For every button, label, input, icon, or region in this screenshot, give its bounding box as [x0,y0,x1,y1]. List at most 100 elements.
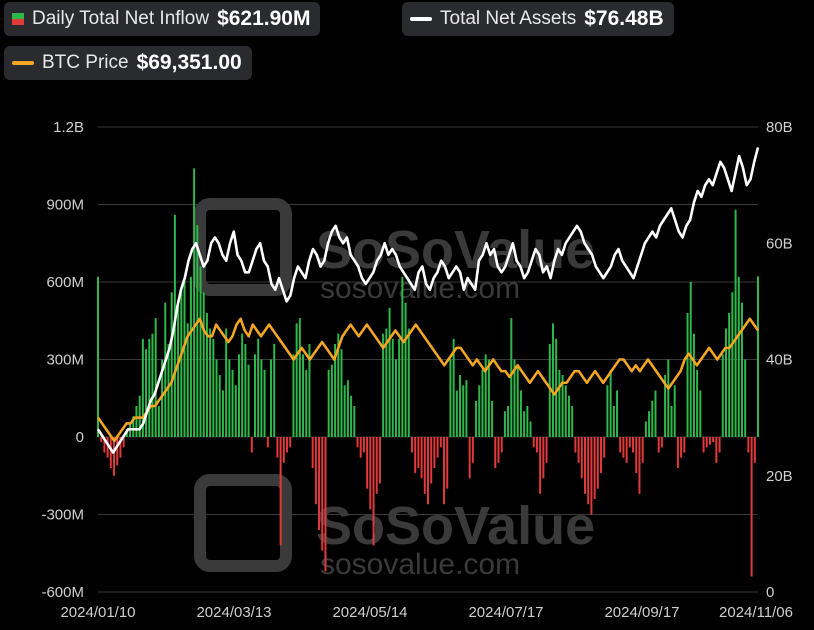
inflow-bar [587,437,590,505]
inflow-bar [430,437,433,484]
inflow-bar [574,437,577,453]
watermark-logo-bottom [194,474,292,572]
inflow-bar [721,354,724,437]
inflow-bar [686,313,689,437]
inflow-bars [97,168,759,577]
inflow-positive-swatch [12,13,24,19]
inflow-bar [571,406,574,437]
inflow-bar [635,437,638,474]
inflow-bar [564,385,567,437]
legend-inflow[interactable]: Daily Total Net Inflow $621.90M [4,2,321,36]
inflow-bar [708,437,711,445]
inflow-bar [154,318,157,437]
inflow-bar [279,437,282,546]
legend-assets-label: Total Net Assets [440,8,577,29]
inflow-bar [443,437,446,505]
inflow-bar [109,437,112,468]
inflow-bar [289,437,292,448]
inflow-bar [478,385,481,437]
inflow-bar [177,302,180,437]
inflow-bar [497,437,500,463]
inflow-bar [705,437,708,448]
inflow-bar [481,369,484,437]
inflow-bar [660,437,663,448]
y-left-tick: 1.2B [53,119,84,136]
inflow-bar [196,225,199,437]
inflow-bar [500,437,503,453]
btc-price-line [96,317,760,443]
inflow-bar [308,344,311,437]
inflow-bar [699,390,702,437]
watermark-bottom: SoSoValue sosovalue.com [194,474,595,581]
inflow-bar [209,328,212,437]
inflow-color-icon [12,13,24,25]
inflow-bar [433,437,436,468]
inflow-bar [343,385,346,437]
inflow-bar [116,437,119,466]
inflow-bar [651,400,654,437]
inflow-bar [667,359,670,437]
inflow-bar [619,437,622,453]
inflow-bar [266,437,269,448]
inflow-bar [529,421,532,437]
legend-inflow-value: $621.90M [217,7,311,30]
inflow-bar [382,333,385,437]
inflow-bar [744,359,747,437]
legend-btc[interactable]: BTC Price $69,351.00 [4,46,252,80]
inflow-bar [609,369,612,437]
inflow-bar [327,369,330,437]
inflow-bar [757,276,759,437]
y-right-tick: 40B [766,352,793,369]
inflow-bar [292,354,295,437]
y-left-tick: 0 [76,429,84,446]
inflow-bar [106,437,109,458]
inflow-bar [375,437,378,494]
watermark-url-bottom: sosovalue.com [320,548,520,581]
inflow-bar [519,390,522,437]
inflow-bar [625,437,628,463]
inflow-bar [465,380,468,437]
x-tick: 2024/07/17 [468,604,543,621]
inflow-bar [580,437,583,479]
inflow-bar [734,209,737,437]
inflow-bar [295,323,298,437]
inflow-bar [321,437,324,551]
inflow-bar [135,406,138,437]
inflow-bar [670,406,673,437]
inflow-bar [468,437,471,479]
inflow-bar [225,328,228,437]
inflow-bar [103,437,106,453]
inflow-bar [462,385,465,437]
inflow-bar [356,437,359,448]
inflow-bar [596,437,599,489]
inflow-bar [449,359,452,437]
inflow-negative-swatch [12,19,24,25]
y-left-tick: -600M [41,584,84,601]
inflow-bar [664,375,667,437]
inflow-bar [231,369,234,437]
inflow-bar [747,437,750,453]
y-axis-left: 1.2B 900M 600M 300M 0 -300M -600M [41,119,84,601]
watermark-logo-top [194,198,292,296]
inflow-bar [247,364,250,437]
inflow-bar [199,266,202,437]
inflow-bar [516,364,519,437]
inflow-bar [241,333,244,437]
y-left-tick: 600M [46,274,84,291]
inflow-bar [689,282,692,437]
inflow-bar [119,437,122,458]
inflow-bar [378,437,381,484]
legend-btc-value: $69,351.00 [136,51,242,74]
total-net-assets-line [96,147,760,454]
inflow-bar [750,437,753,577]
inflow-bar [680,437,683,458]
inflow-bar [548,344,551,437]
inflow-bar [423,437,426,494]
inflow-bar [263,369,266,437]
legend-assets[interactable]: Total Net Assets $76.48B [402,2,674,36]
inflow-bar [193,168,196,437]
inflow-bar [215,359,218,437]
inflow-bar [532,437,535,448]
inflow-bar [436,437,439,458]
inflow-bar [372,437,375,546]
